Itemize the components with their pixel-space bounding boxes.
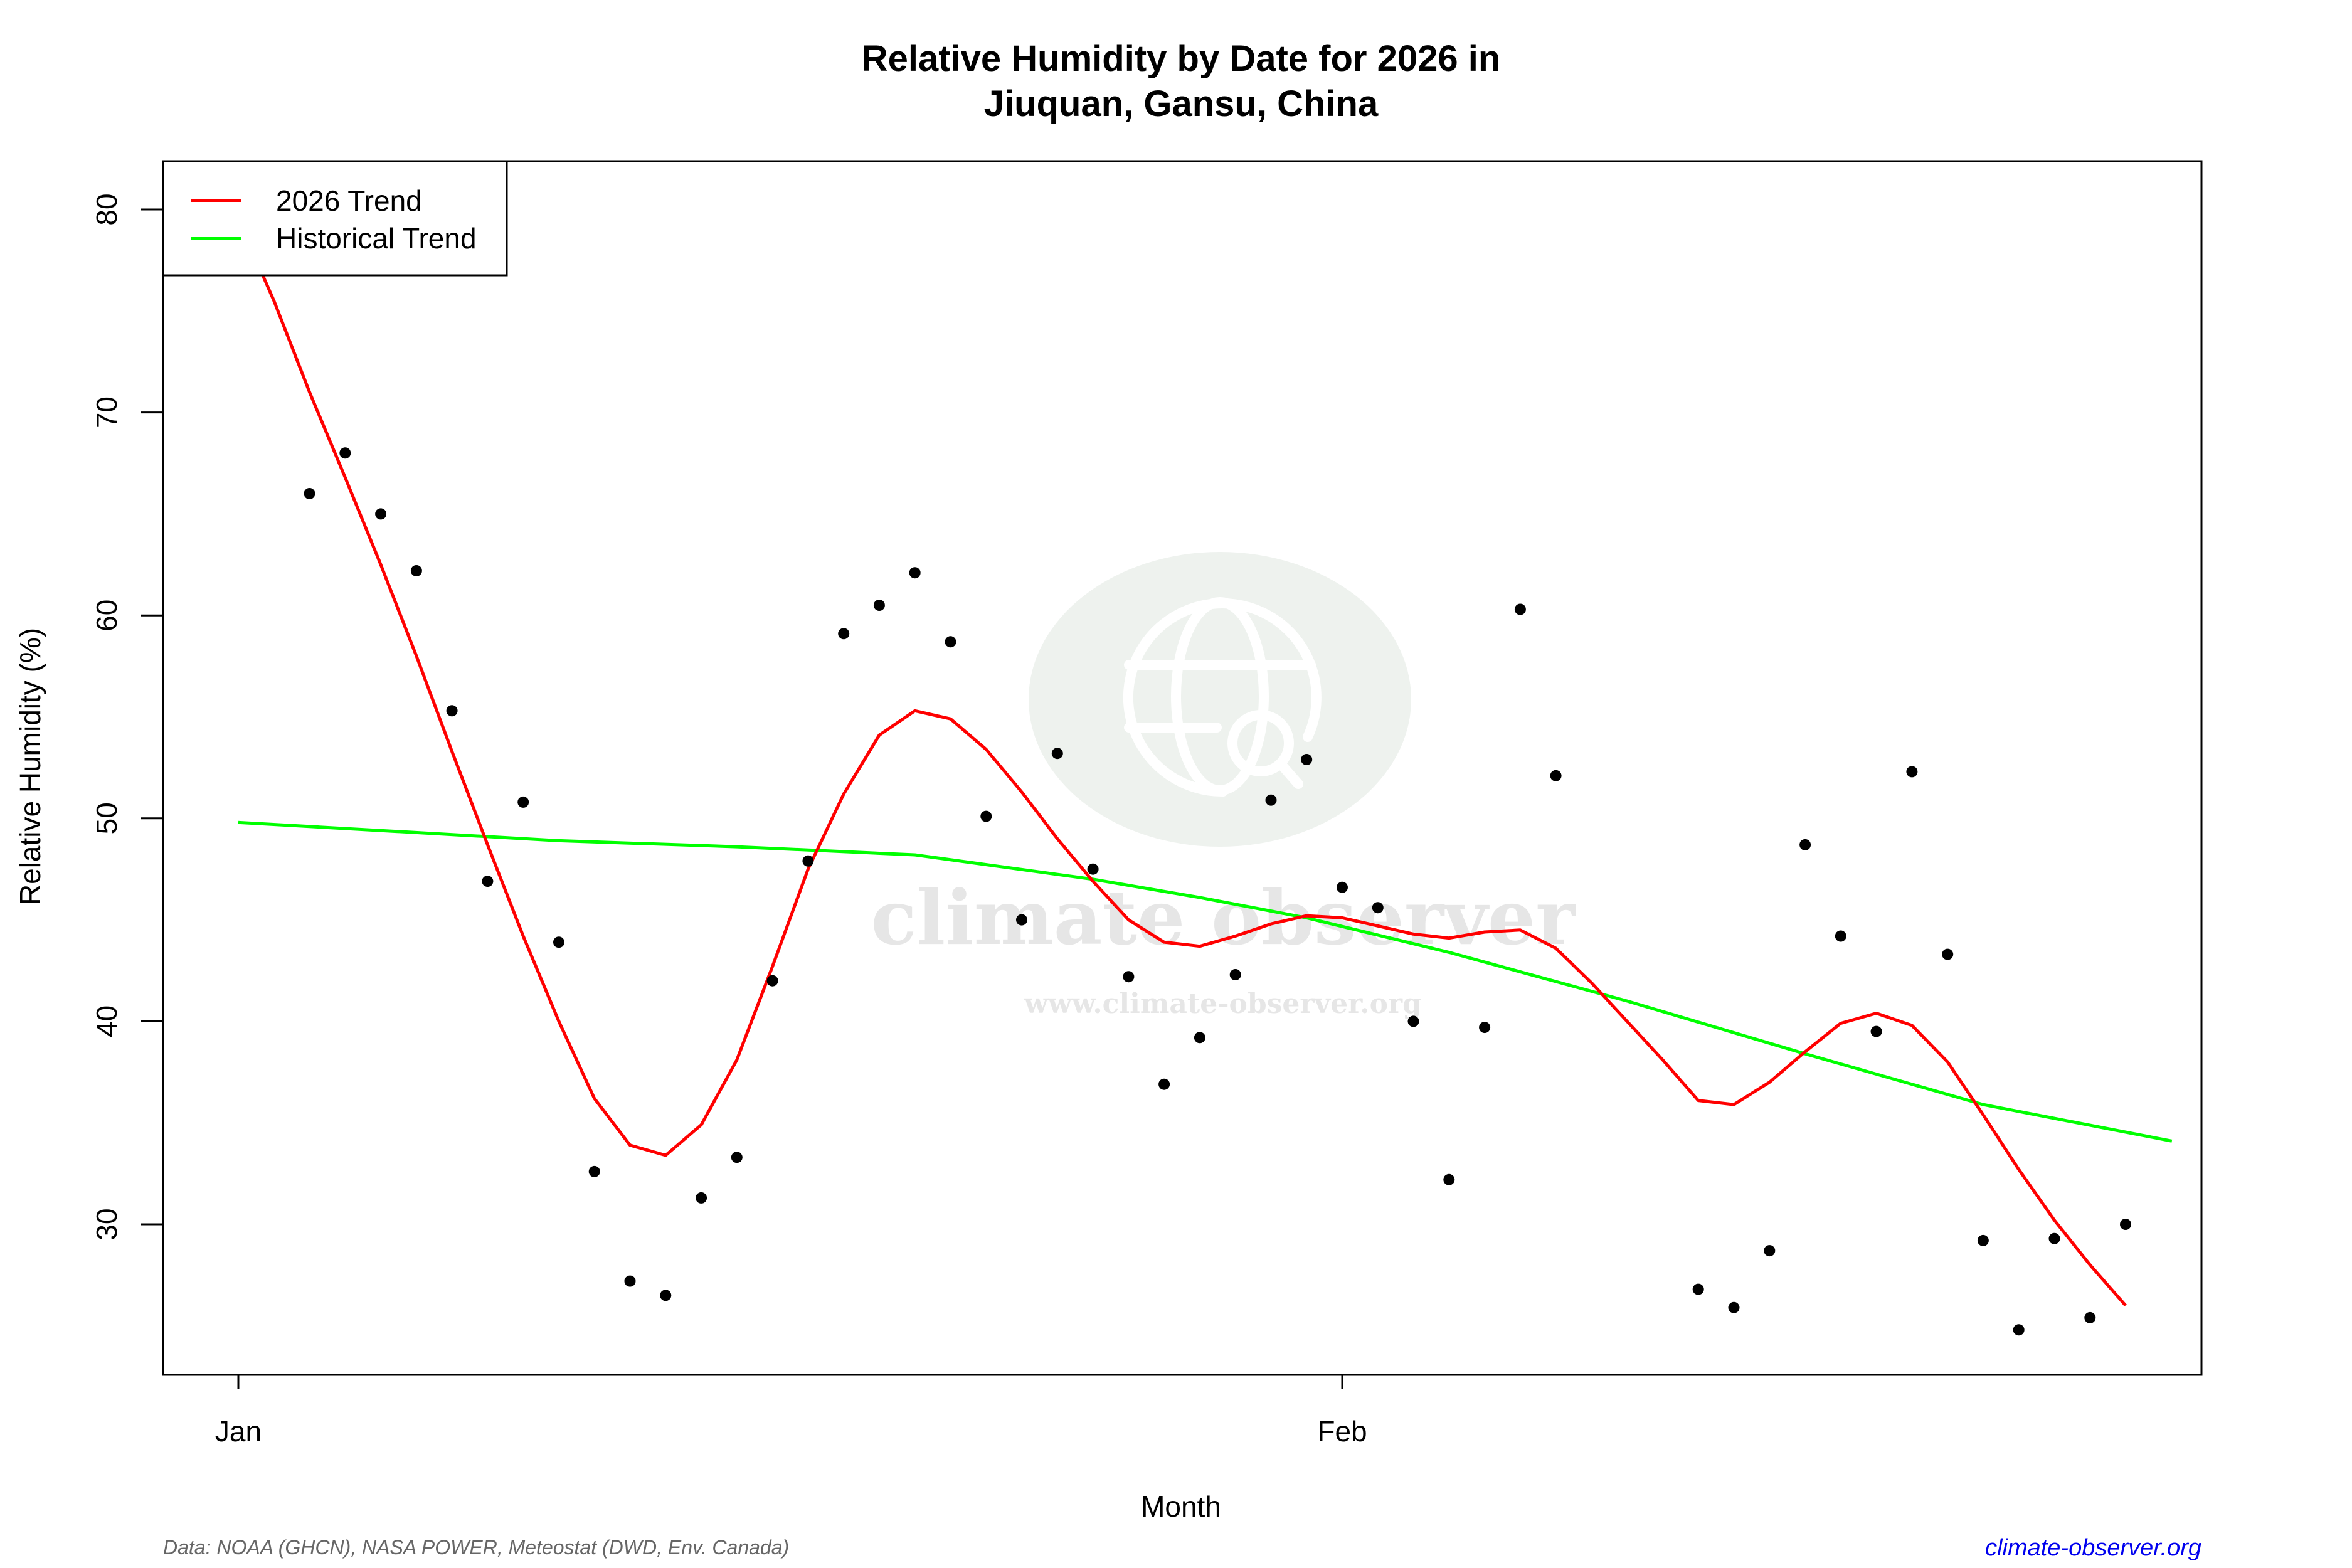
data-point <box>304 488 315 499</box>
x-axis-label: Month <box>1141 1490 1221 1523</box>
data-point <box>1870 1025 1882 1037</box>
data-point <box>1479 1022 1491 1034</box>
watermark-globe-circle <box>1029 552 1411 847</box>
watermark: climate observer www.climate-observer.or… <box>871 552 1577 1020</box>
series-line <box>238 820 2173 1143</box>
legend-label-historical: Historical Trend <box>276 222 477 255</box>
legend: 2026 Trend Historical Trend <box>162 160 508 277</box>
y-tick-label: 30 <box>90 1208 123 1240</box>
series-line <box>236 219 2127 1307</box>
globe-search-icon <box>1123 597 1322 797</box>
y-tick-label: 40 <box>90 1005 123 1037</box>
data-point <box>1016 914 1027 926</box>
data-point <box>553 936 564 948</box>
watermark-url: www.climate-observer.org <box>1024 988 1422 1020</box>
data-point <box>1229 969 1241 980</box>
legend-label-2026: 2026 Trend <box>276 184 422 217</box>
data-point <box>1443 1173 1455 1185</box>
data-point <box>1692 1283 1704 1295</box>
data-point <box>1728 1301 1740 1313</box>
data-point <box>909 567 921 579</box>
data-point <box>482 876 494 887</box>
data-point <box>1301 754 1313 765</box>
data-point <box>1977 1234 1989 1246</box>
data-point <box>1407 1015 1419 1027</box>
data-point <box>1514 603 1526 615</box>
legend-box <box>162 160 508 277</box>
data-point <box>1158 1078 1170 1090</box>
data-point <box>588 1165 600 1177</box>
data-point <box>446 705 458 717</box>
data-point <box>1372 902 1384 914</box>
data-point <box>945 636 956 648</box>
y-axis-label: Relative Humidity (%) <box>14 628 46 905</box>
data-point <box>980 810 992 822</box>
trend-2026-line <box>236 219 2127 1307</box>
data-point <box>375 508 387 520</box>
x-tick-label: Jan <box>215 1415 262 1448</box>
data-point <box>1942 948 1954 960</box>
data-point <box>2084 1311 2096 1323</box>
data-point <box>1799 839 1811 850</box>
data-point <box>2048 1232 2060 1244</box>
data-point <box>731 1152 743 1163</box>
data-point <box>517 796 529 808</box>
data-source-note: Data: NOAA (GHCN), NASA POWER, Meteostat… <box>163 1536 789 1559</box>
data-point <box>410 565 422 576</box>
data-point <box>624 1275 636 1287</box>
chart-title-line2: Jiuquan, Gansu, China <box>984 83 1379 124</box>
y-tick-label: 80 <box>90 193 123 225</box>
data-point <box>1087 863 1099 875</box>
data-point <box>2120 1219 2131 1230</box>
y-tick-label: 60 <box>90 600 123 632</box>
data-point <box>1906 766 1918 778</box>
data-point <box>1265 794 1277 806</box>
data-points <box>304 447 2131 1336</box>
y-axis: 30 40 50 60 70 80 <box>90 193 163 1241</box>
data-point <box>766 975 778 987</box>
x-tick-label: Feb <box>1317 1415 1367 1448</box>
data-point <box>802 855 814 867</box>
data-point <box>2013 1324 2025 1336</box>
data-point <box>339 447 351 459</box>
y-tick-label: 70 <box>90 396 123 428</box>
historical-trend-line <box>238 820 2173 1143</box>
chart-title-line1: Relative Humidity by Date for 2026 in <box>862 38 1501 79</box>
data-point <box>1764 1245 1776 1257</box>
data-point <box>1123 971 1135 983</box>
data-point <box>1194 1032 1205 1044</box>
data-point <box>873 600 885 611</box>
site-link[interactable]: climate-observer.org <box>1985 1535 2201 1561</box>
data-point <box>838 628 850 640</box>
data-point <box>1550 770 1562 781</box>
data-point <box>696 1192 707 1204</box>
data-point <box>1051 748 1063 760</box>
data-point <box>660 1290 672 1301</box>
watermark-name: climate observer <box>871 874 1577 962</box>
y-tick-label: 50 <box>90 802 123 834</box>
data-point <box>1337 881 1348 893</box>
plot-frame <box>162 160 2203 1376</box>
data-point <box>1835 930 1846 942</box>
x-axis: Jan Feb <box>215 1375 1367 1448</box>
